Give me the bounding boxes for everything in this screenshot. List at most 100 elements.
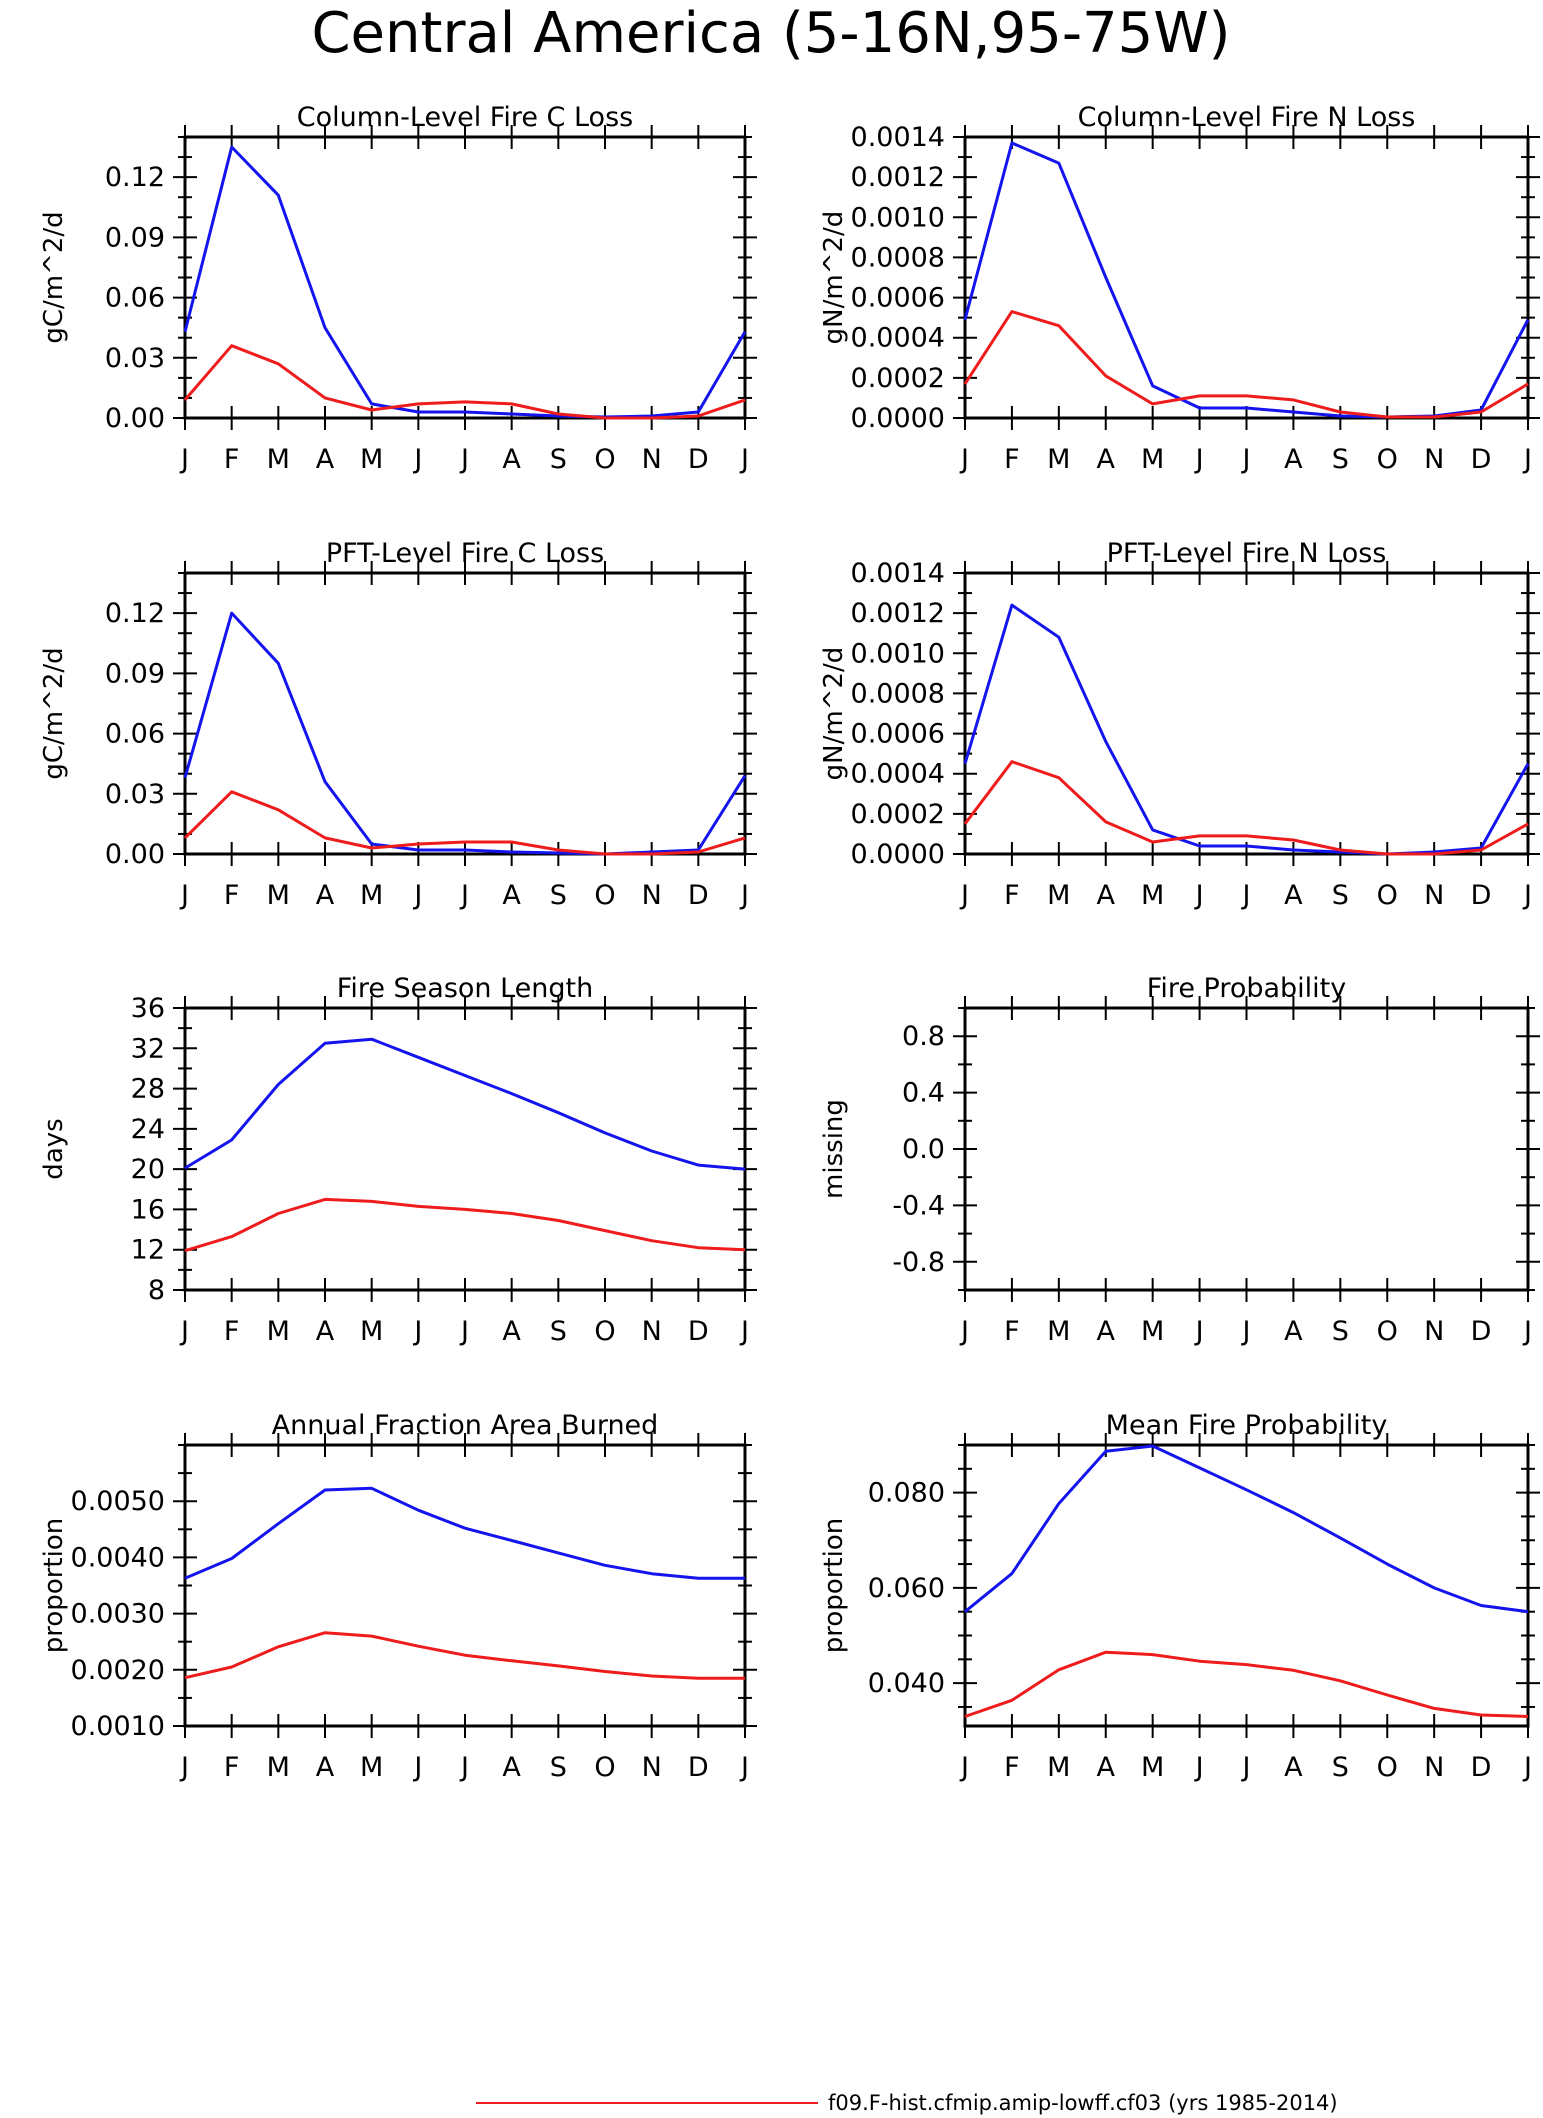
y-tick-label: 0.0012 — [851, 598, 945, 629]
x-tick-label: M — [267, 880, 290, 911]
x-tick-label: D — [688, 1316, 709, 1347]
panel-title: Column-Level Fire N Loss — [1078, 102, 1416, 133]
y-tick-label: 0.09 — [105, 222, 165, 253]
x-tick-label: J — [1194, 1752, 1204, 1783]
panel-pft-level-fire-c-loss: 0.000.030.060.090.12J F M A M J J A S O N D JPFT-Lev… — [39, 538, 757, 911]
y-axis-label: days — [39, 1118, 69, 1179]
series-line-red — [183, 344, 746, 420]
y-axis-label: gN/m^2/d — [819, 211, 849, 345]
x-tick-label: J — [739, 1752, 749, 1783]
x-tick-label: D — [1471, 444, 1492, 475]
series-line-red — [963, 760, 1529, 856]
panel-pft-level-fire-n-loss: 0.0000 0.0002 0.0004 0.0006 0.0008 0.0010 0.00… — [819, 538, 1540, 911]
x-tick-label: A — [1284, 880, 1303, 911]
x-tick-label: A — [1097, 1752, 1116, 1783]
plot-frame — [963, 1006, 1530, 1292]
series-line-red — [964, 1650, 1529, 1718]
x-tick-label: O — [1377, 880, 1398, 911]
plot-frame — [963, 571, 1530, 856]
y-tick-label: 0.0002 — [851, 363, 945, 394]
x-tick-label: J — [179, 1316, 189, 1347]
series-line-blue — [963, 603, 1530, 856]
y-tick-label: 36 — [131, 993, 165, 1024]
x-tick-label: O — [1377, 1316, 1398, 1347]
y-tick-label: 28 — [131, 1074, 165, 1105]
x-tick-label: J — [459, 1752, 469, 1783]
y-tick-label: 0.0014 — [851, 558, 945, 589]
x-tick-label: N — [1424, 1752, 1444, 1783]
y-axis-label: gN/m^2/d — [819, 647, 849, 781]
y-tick-label: 0.0012 — [851, 162, 945, 193]
x-tick-label: A — [316, 880, 335, 911]
x-tick-label: S — [550, 1752, 567, 1783]
x-tick-label: F — [1004, 880, 1020, 911]
panel-column-level-fire-c-loss: 0.000.030.060.090.12J F M A M J J A S O N D JColumn-… — [39, 102, 757, 475]
y-tick-label: 0.0008 — [851, 678, 945, 709]
x-tick-label: J — [959, 1752, 969, 1783]
legend-label-red: f09.F-hist.cfmip.amip-lowff.cf03 (yrs 19… — [828, 2091, 1338, 2115]
x-tick-label: J — [959, 880, 969, 911]
x-tick-label: A — [316, 444, 335, 475]
x-tick-label: O — [594, 1752, 615, 1783]
series-line-blue — [184, 1037, 746, 1171]
x-tick-label: D — [1471, 880, 1492, 911]
x-tick-label: D — [688, 1752, 709, 1783]
series-line-blue — [963, 141, 1530, 419]
x-tick-label: M — [1047, 1316, 1070, 1347]
y-tick-label: 0.0040 — [71, 1542, 165, 1573]
x-tick-label: J — [959, 1316, 969, 1347]
y-tick-label: 0.0004 — [851, 759, 945, 790]
x-tick-label: J — [179, 1752, 189, 1783]
x-tick-label: J — [179, 880, 189, 911]
x-tick-label: F — [1004, 1752, 1020, 1783]
y-tick-label: 0.0010 — [851, 638, 945, 669]
x-tick-label: F — [224, 1316, 240, 1347]
x-tick-label: J — [1194, 1316, 1204, 1347]
x-tick-label: J — [179, 444, 189, 475]
y-tick-label: 8 — [148, 1275, 165, 1306]
panel-title: Fire Season Length — [337, 973, 593, 1004]
x-tick-label: J — [459, 1316, 469, 1347]
x-tick-label: A — [316, 1752, 335, 1783]
y-tick-label: 24 — [131, 1114, 165, 1145]
x-tick-label: S — [550, 1316, 567, 1347]
y-tick-label: -0.4 — [892, 1190, 945, 1221]
x-tick-label: J — [1522, 880, 1532, 911]
y-tick-label: 16 — [131, 1194, 165, 1225]
x-tick-label: S — [1332, 444, 1349, 475]
plot-frame — [183, 1006, 747, 1292]
panel-title: PFT-Level Fire C Loss — [326, 538, 604, 569]
x-tick-label: S — [1332, 880, 1349, 911]
y-axis-label: proportion — [39, 1518, 69, 1653]
plot-frame — [183, 1443, 747, 1728]
y-tick-label: 0.0050 — [71, 1486, 165, 1517]
y-axis-label: proportion — [819, 1518, 849, 1653]
y-tick-label: 0.0006 — [851, 719, 945, 750]
y-tick-label: 0.0002 — [851, 799, 945, 830]
y-tick-label: 0.0014 — [851, 122, 945, 153]
x-tick-label: A — [502, 1316, 521, 1347]
x-tick-label: J — [1241, 1316, 1251, 1347]
x-tick-label: S — [550, 444, 567, 475]
series-line-blue — [184, 1486, 745, 1580]
plot-frame — [963, 135, 1530, 420]
legend: f09.F-hist.cfmip.amip-lowff.cf03 (yrs 19… — [476, 2091, 1338, 2115]
y-axis-label: missing — [819, 1099, 849, 1199]
x-tick-label: M — [1141, 1752, 1164, 1783]
x-tick-label: O — [594, 880, 615, 911]
y-tick-label: 0.0 — [902, 1134, 945, 1165]
x-tick-label: J — [1522, 444, 1532, 475]
x-tick-label: A — [502, 1752, 521, 1783]
x-tick-label: F — [224, 444, 240, 475]
x-tick-label: J — [1241, 444, 1251, 475]
x-tick-label: O — [594, 444, 615, 475]
x-tick-label: M — [360, 444, 383, 475]
x-tick-label: D — [1471, 1316, 1492, 1347]
x-tick-label: J — [1241, 880, 1251, 911]
y-tick-label: 0.8 — [902, 1021, 945, 1052]
x-tick-label: J — [459, 444, 469, 475]
series-line-blue — [183, 145, 747, 419]
